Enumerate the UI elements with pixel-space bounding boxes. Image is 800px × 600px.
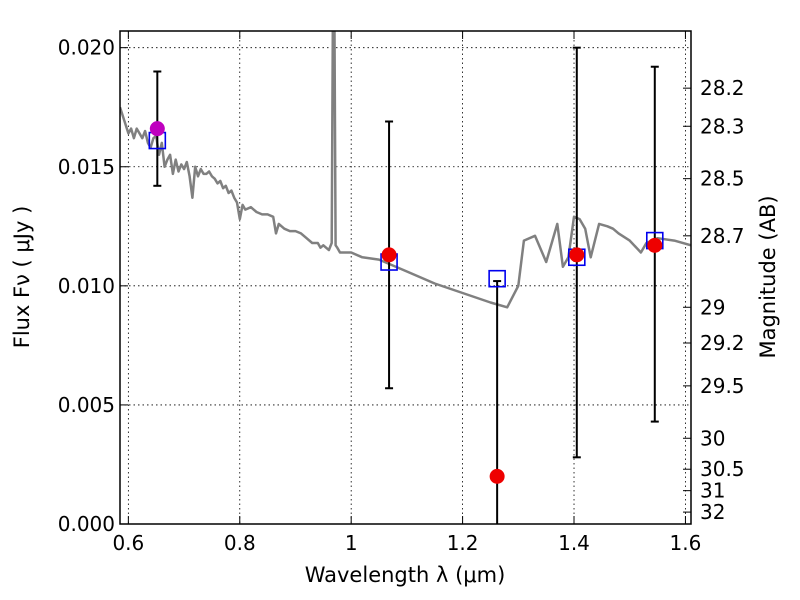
x-tick-label: 1.2 [447, 531, 479, 555]
model-band-square [488, 269, 506, 288]
right-tick-label: 29.5 [700, 374, 745, 398]
model-spectrum-layer [120, 31, 691, 309]
x-axis-title: Wavelength λ (μm) [305, 563, 506, 587]
right-tick-label: 30 [700, 426, 725, 450]
observed-flux-point [647, 237, 663, 253]
y-tick-label: 0.005 [58, 393, 115, 417]
right-tick-label: 28.7 [700, 224, 745, 248]
observed-flux-point [149, 121, 165, 137]
right-tick-label: 29 [700, 295, 725, 319]
x-tick-label: 0.6 [112, 531, 144, 555]
model-spectrum-line [120, 31, 691, 309]
y-tick-label: 0.020 [58, 36, 115, 60]
right-tick-label: 28.2 [700, 76, 745, 100]
grid-lines [120, 31, 691, 525]
model-band-markers-layer [148, 131, 664, 288]
right-tick-label: 29.2 [700, 331, 745, 355]
right-tick-label: 30.5 [700, 457, 745, 481]
observed-flux-point [489, 468, 505, 484]
right-tick-label: 28.3 [700, 114, 745, 138]
x-tick-label: 1.6 [670, 531, 702, 555]
y-tick-label: 0.010 [58, 274, 115, 298]
right-tick-label: 28.5 [700, 167, 745, 191]
y-tick-label: 0.015 [58, 155, 115, 179]
x-tick-label: 1 [345, 531, 358, 555]
axis-ticks [120, 31, 691, 525]
y-tick-labels: 0.000 0.005 0.010 0.015 0.020 [58, 36, 115, 536]
observed-flux-point [381, 247, 397, 263]
x-tick-labels: 0.6 0.8 1 1.2 1.4 1.6 [112, 531, 701, 555]
y-tick-label: 0.000 [58, 512, 115, 536]
right-tick-label: 31 [700, 479, 725, 503]
right-tick-label: 32 [700, 500, 725, 524]
x-tick-label: 1.4 [558, 531, 590, 555]
error-bars-layer [153, 46, 659, 524]
observed-flux-point [569, 247, 585, 263]
observed-flux-markers-layer [149, 121, 663, 484]
y-axis-title: Flux Fν ( μJy ) [10, 206, 34, 349]
plot-frame [119, 30, 692, 525]
x-tick-label: 0.8 [224, 531, 256, 555]
right-axis-title: Magnitude (AB) [756, 195, 780, 358]
